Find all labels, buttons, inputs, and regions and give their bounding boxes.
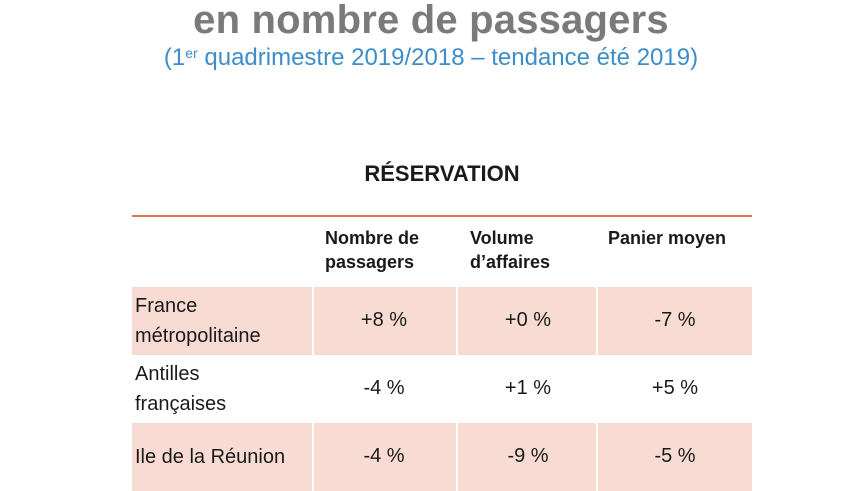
cell-passengers: -4 %: [363, 445, 405, 467]
row-label-line: Antilles: [135, 363, 200, 385]
column-separator: [456, 287, 458, 355]
column-header-line: d’affaires: [470, 252, 551, 272]
table-top-rule: [132, 215, 752, 217]
subtitle-rest: quadrimestre 2019/2018 – tendance été 20…: [197, 44, 699, 71]
column-header-line: Volume: [470, 228, 534, 248]
subtitle-prefix: (1: [163, 44, 186, 71]
column-separator: [596, 287, 598, 355]
row-label: Ile de la Réunion: [135, 442, 285, 472]
cell-turnover: +0 %: [504, 309, 552, 331]
column-separator: [312, 423, 314, 491]
column-header-turnover: Volume d’affaires: [470, 226, 550, 274]
cell-average-basket: -7 %: [654, 309, 696, 331]
table-row-antilles: Antilles françaises -4 % +1 % +5 %: [132, 355, 752, 423]
cell-turnover: -9 %: [507, 445, 549, 467]
column-header-line: Panier moyen: [608, 228, 727, 248]
row-label: France métropolitaine: [135, 291, 261, 351]
page-title: en nombre de passagers: [193, 0, 669, 42]
column-header-line: Nombre de: [325, 228, 420, 248]
cell-turnover: +1 %: [504, 377, 552, 399]
table-row-reunion: Ile de la Réunion -4 % -9 % -5 %: [132, 423, 752, 491]
row-label-line: métropolitaine: [135, 325, 261, 347]
column-header-line: passagers: [325, 252, 415, 272]
cell-average-basket: -5 %: [654, 445, 696, 467]
subtitle-superscript: er: [185, 45, 198, 61]
column-separator: [456, 423, 458, 491]
column-separator: [596, 423, 598, 491]
row-label-line: françaises: [135, 393, 227, 415]
table-title: RÉSERVATION: [364, 161, 520, 186]
cell-average-basket: +5 %: [651, 377, 699, 399]
cell-passengers: +8 %: [360, 309, 408, 331]
row-label-line: France: [135, 295, 198, 317]
row-label: Antilles françaises: [135, 359, 226, 419]
column-header-average-basket: Panier moyen: [608, 226, 726, 250]
row-label-line: Ile de la Réunion: [135, 446, 286, 468]
column-header-passengers: Nombre de passagers: [325, 226, 419, 274]
page-subtitle: (1er quadrimestre 2019/2018 – tendance é…: [0, 44, 862, 72]
cell-passengers: -4 %: [363, 377, 405, 399]
column-separator: [312, 287, 314, 355]
table-row-france: France métropolitaine +8 % +0 % -7 %: [132, 287, 752, 355]
